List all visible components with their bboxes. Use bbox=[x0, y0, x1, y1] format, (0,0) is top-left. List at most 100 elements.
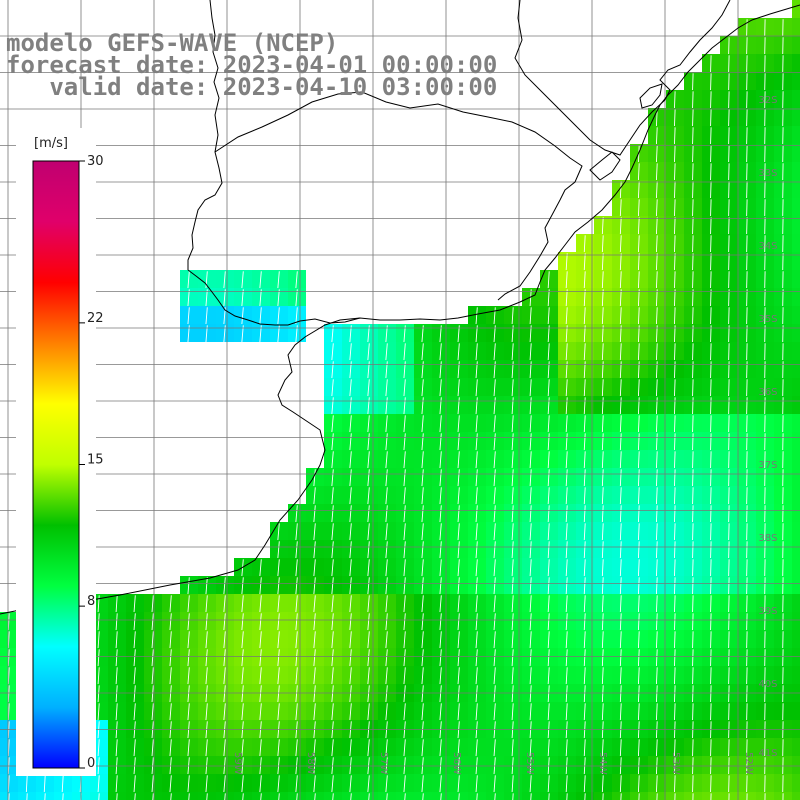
wind-arrow bbox=[638, 793, 640, 800]
sea-cell bbox=[792, 36, 800, 54]
sea-cell bbox=[792, 486, 800, 504]
lat-label: 38S bbox=[758, 533, 777, 544]
coastline bbox=[0, 0, 800, 615]
axis-labels: 32S 33S 34S 35S 36S 37S 38S 39S 40S 41S 59W 58W 57W 5… bbox=[232, 95, 778, 775]
wind-arrow bbox=[202, 325, 209, 348]
wind-arrow bbox=[220, 325, 227, 348]
sea-cell bbox=[792, 360, 800, 378]
sea-cell bbox=[792, 504, 800, 522]
sea-cell bbox=[792, 162, 800, 180]
sea-cell bbox=[792, 756, 800, 774]
sea-cell bbox=[792, 576, 800, 594]
wind-arrow bbox=[620, 793, 622, 800]
sea-cell bbox=[792, 0, 800, 18]
sea-cell bbox=[792, 468, 800, 486]
border-river-uruguay bbox=[187, 0, 223, 270]
wind-arrow bbox=[512, 793, 514, 800]
colorbar-tick-label: 30 bbox=[87, 154, 104, 169]
lon-label: 58W bbox=[305, 752, 316, 775]
lon-label: 53W bbox=[670, 752, 681, 775]
wind-arrow bbox=[422, 793, 424, 800]
colorbar-tick-label: 22 bbox=[87, 311, 104, 326]
sea-cell bbox=[792, 414, 800, 432]
wind-arrow bbox=[206, 793, 208, 800]
sea-cell bbox=[792, 90, 800, 108]
sea-cell bbox=[792, 270, 800, 288]
wind-arrow bbox=[530, 793, 532, 800]
sea-cell bbox=[792, 450, 800, 468]
colorbar-gradient bbox=[32, 160, 80, 769]
wind-arrow bbox=[184, 325, 191, 348]
title-valid-date: valid date: 2023-04-10 03:00:00 bbox=[6, 73, 498, 101]
sea-cell bbox=[792, 216, 800, 234]
sea-cell bbox=[792, 252, 800, 270]
title-forecast-date: forecast date: 2023-04-01 00:00:00 bbox=[6, 51, 498, 79]
wind-arrow bbox=[728, 793, 730, 800]
wind-arrow bbox=[296, 793, 298, 800]
lon-label: 59W bbox=[232, 752, 243, 775]
wind-arrow bbox=[440, 793, 442, 800]
wind-arrow bbox=[260, 793, 262, 800]
lagoa-mirim bbox=[589, 151, 621, 181]
colorbar: [m/s] 30 22 15 8 0 bbox=[16, 128, 104, 776]
colorbar-tick-label: 0 bbox=[87, 756, 95, 771]
wind-arrow bbox=[314, 793, 316, 800]
wind-arrow bbox=[256, 325, 263, 347]
sea-cell bbox=[792, 594, 800, 612]
title-model: modelo GEFS-WAVE (NCEP) bbox=[6, 29, 339, 57]
sea-cell bbox=[792, 666, 800, 684]
sea-cell bbox=[792, 738, 800, 756]
sea-cell bbox=[792, 108, 800, 126]
sea-cell bbox=[792, 306, 800, 324]
wind-arrow bbox=[134, 793, 136, 800]
wind-arrow bbox=[238, 325, 245, 348]
wind-arrow bbox=[8, 793, 10, 800]
wind-arrow bbox=[458, 793, 460, 800]
wind-arrow bbox=[566, 793, 568, 800]
sea-cell bbox=[792, 288, 800, 306]
wind-arrow bbox=[656, 793, 658, 800]
colorbar-unit: [m/s] bbox=[34, 136, 68, 151]
sea-cell bbox=[792, 144, 800, 162]
lon-label: 57W bbox=[378, 752, 389, 775]
sea-cell bbox=[792, 72, 800, 90]
wind-arrow bbox=[386, 793, 388, 800]
wind-arrow bbox=[278, 793, 280, 800]
wind-arrow bbox=[224, 793, 226, 800]
sea-cell bbox=[792, 126, 800, 144]
colorbar-ticks: 30 22 15 8 0 bbox=[79, 154, 104, 771]
sea-cell bbox=[792, 18, 800, 36]
sea-cell bbox=[792, 774, 800, 792]
sea-cell bbox=[792, 180, 800, 198]
sea-cell bbox=[792, 198, 800, 216]
wind-arrow bbox=[368, 793, 370, 800]
colorbar-tick-label: 8 bbox=[87, 594, 95, 609]
wind-arrow bbox=[674, 793, 676, 800]
sea-cell bbox=[792, 396, 800, 414]
lat-label: 32S bbox=[758, 95, 777, 106]
lon-label: 55W bbox=[524, 752, 535, 775]
wind-arrow bbox=[98, 793, 100, 800]
wind-arrow bbox=[494, 793, 496, 800]
sea-cell bbox=[792, 522, 800, 540]
wind-arrow bbox=[152, 793, 154, 800]
wind-arrow bbox=[782, 793, 784, 800]
wind-arrow bbox=[292, 325, 299, 347]
sea-cell bbox=[792, 558, 800, 576]
sea-cell bbox=[792, 342, 800, 360]
wind-arrow bbox=[116, 793, 118, 800]
lagoa-dos-patos-inner bbox=[639, 83, 663, 109]
wind-arrow bbox=[746, 793, 748, 800]
wind-arrow bbox=[274, 325, 281, 347]
sea-cell bbox=[792, 702, 800, 720]
lat-label: 36S bbox=[758, 387, 777, 398]
lat-label: 33S bbox=[758, 168, 777, 179]
sea-cell bbox=[792, 630, 800, 648]
border-brazil-uruguay bbox=[214, 91, 583, 301]
wind-arrow bbox=[44, 793, 46, 800]
lagoa-dos-patos-shore bbox=[514, 0, 731, 156]
sea-cell bbox=[792, 540, 800, 558]
lat-label: 35S bbox=[758, 314, 777, 325]
sea-cell bbox=[792, 234, 800, 252]
